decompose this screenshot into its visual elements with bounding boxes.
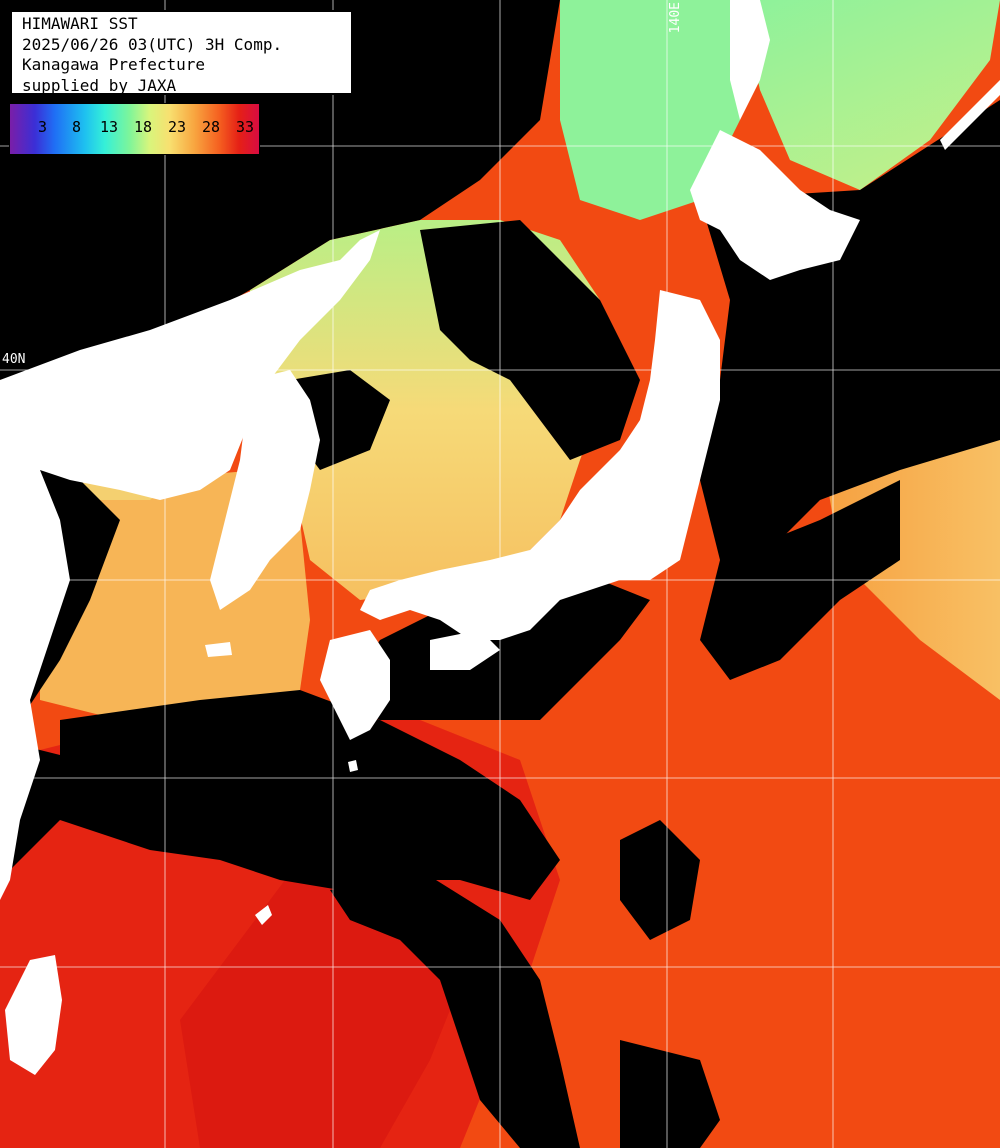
land-shikoku	[430, 630, 500, 670]
land-korea	[210, 370, 320, 610]
colorbar-tick-label: 8	[72, 118, 82, 136]
title-line-timestamp: 2025/06/26 03(UTC) 3H Comp.	[22, 34, 283, 54]
cloud-north	[0, 0, 560, 380]
title-line-product: HIMAWARI SST	[22, 14, 138, 33]
land-asia-continent-north	[0, 230, 380, 500]
colorbar-tick-label: 13	[100, 118, 119, 136]
grid-label-lon-140e: 140E	[668, 2, 683, 34]
title-line-source: supplied by JAXA	[22, 75, 177, 95]
land-sakhalin	[730, 0, 770, 120]
colorbar-tick-label: 18	[134, 118, 153, 136]
land-okinawa	[255, 905, 272, 925]
cold-sea-north-west	[560, 0, 740, 220]
colorbar-tick-label: 33	[236, 118, 255, 136]
land-kuril	[940, 80, 1000, 150]
cold-sea-north	[560, 0, 1000, 190]
land-tanegashima	[348, 760, 358, 772]
mild-sea-east	[820, 420, 1000, 700]
cloud-south-tongue	[330, 870, 580, 1148]
title-box: HIMAWARI SST 2025/06/26 03(UTC) 3H Comp.…	[10, 10, 353, 95]
land-china-east-coast	[0, 470, 70, 900]
temperature-colorbar: 3 8 13 18 23 28 33	[9, 103, 260, 155]
land-honshu	[360, 290, 720, 640]
colorbar-tick-label: 3	[38, 118, 48, 136]
colorbar-tick-label: 23	[168, 118, 187, 136]
land-jeju	[205, 642, 232, 657]
title-line-region: Kanagawa Prefecture	[22, 55, 206, 74]
land-taiwan	[5, 955, 62, 1075]
land-kyushu	[320, 630, 390, 740]
cloud-se-bottom	[620, 1040, 720, 1148]
cloud-sea-of-japan	[420, 220, 640, 460]
land-hokkaido	[690, 130, 860, 280]
grid-label-lat-40n: 40N	[2, 352, 26, 367]
colorbar-tick-label: 28	[202, 118, 221, 136]
cloud-se-patches	[620, 820, 700, 940]
cloud-diagonal-band	[60, 690, 560, 900]
